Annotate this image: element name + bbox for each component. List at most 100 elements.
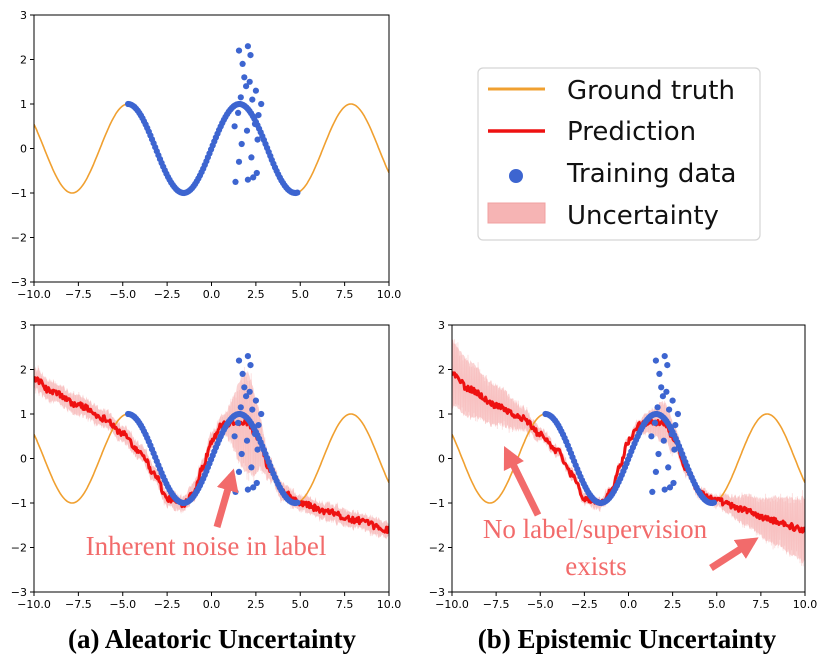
training-point xyxy=(232,488,239,495)
training-point xyxy=(243,437,251,444)
y-tick-label: 0 xyxy=(438,453,445,466)
annotation-aleatoric: Inherent noise in label xyxy=(86,468,326,561)
caption-epistemic: (b) Epistemic Uncertainty xyxy=(478,624,777,654)
uncertainty-jitter xyxy=(34,365,389,538)
training-point xyxy=(241,74,248,81)
x-tick-label: 7.5 xyxy=(336,598,354,611)
training-point xyxy=(250,174,257,181)
legend: Ground truth Prediction Training data Un… xyxy=(477,67,761,241)
prediction-line xyxy=(34,376,389,534)
y-tick-label: −3 xyxy=(11,586,27,599)
annotation-epistemic: No label/supervision exists xyxy=(483,445,759,581)
training-point xyxy=(668,430,675,438)
annotation-arrow-epistemic-left xyxy=(503,445,542,517)
training-point xyxy=(235,158,243,165)
x-tick-label: 10.0 xyxy=(377,288,402,301)
y-tick-label: 0 xyxy=(20,143,27,156)
x-tick-label: 7.5 xyxy=(752,598,770,611)
training-point xyxy=(243,393,250,400)
training-point xyxy=(239,60,246,67)
training-point xyxy=(250,484,257,491)
training-point xyxy=(294,189,301,196)
axes: −10.0 −7.5 −5.0 −2.5 0.0 2.5 5.0 7.5 10.0 −3 −2 −1 0… xyxy=(429,319,817,611)
training-point xyxy=(243,83,250,90)
training-point xyxy=(674,410,682,418)
y-tick-label: 2 xyxy=(438,364,445,377)
training-point xyxy=(671,446,678,453)
x-tick-label: −5.0 xyxy=(109,598,136,611)
training-point xyxy=(253,479,260,487)
x-tick-label: −2.5 xyxy=(571,598,598,611)
plot-aleatoric: −10.0 −7.5 −5.0 −2.5 0.0 2.5 5.0 7.5 10.0 −3 −2 −1 0… xyxy=(11,319,401,611)
x-tick-label: 2.5 xyxy=(247,288,265,301)
annotation-text-epistemic-line1: No label/supervision xyxy=(483,514,708,544)
x-tick-label: 0.0 xyxy=(620,598,638,611)
training-point xyxy=(258,410,265,418)
training-point xyxy=(254,446,261,453)
training-point xyxy=(235,47,243,54)
scatter-layer xyxy=(125,353,301,507)
training-point xyxy=(294,499,301,506)
x-tick-label: 10.0 xyxy=(377,598,402,611)
training-point xyxy=(248,464,255,471)
training-point xyxy=(232,178,239,185)
x-tick-label: 0.0 xyxy=(203,288,221,301)
caption-aleatoric: (a) Aleatoric Uncertainty xyxy=(68,624,356,654)
plot-ground-truth: −10.0 −7.5 −5.0 −2.5 0.0 2.5 5.0 7.5 10.0 −3 −2 −1 0… xyxy=(11,9,401,301)
legend-label-uncertainty: Uncertainty xyxy=(567,201,719,231)
training-point xyxy=(661,353,668,360)
annotation-arrow-aleatoric xyxy=(213,468,239,528)
training-point xyxy=(664,362,671,369)
y-tick-label: −3 xyxy=(11,276,27,289)
training-point xyxy=(244,486,251,493)
training-point xyxy=(237,94,244,101)
training-point xyxy=(252,397,259,404)
training-point xyxy=(656,370,663,377)
training-point xyxy=(659,393,667,400)
legend-label-prediction: Prediction xyxy=(567,117,696,147)
x-tick-label: 10.0 xyxy=(793,598,818,611)
x-tick-label: −5.0 xyxy=(527,598,554,611)
training-point xyxy=(652,468,660,475)
y-tick-label: 3 xyxy=(20,319,27,332)
x-tick-label: 5.0 xyxy=(708,598,726,611)
axes: −10.0 −7.5 −5.0 −2.5 0.0 2.5 5.0 7.5 10.0 −3 −2 −1 0… xyxy=(11,9,401,301)
training-point xyxy=(253,169,260,177)
training-point xyxy=(247,362,254,369)
training-point xyxy=(231,433,238,440)
training-point xyxy=(246,78,253,85)
legend-label-training-data: Training data xyxy=(566,159,736,189)
training-point xyxy=(235,419,242,426)
plot-epistemic: −10.0 −7.5 −5.0 −2.5 0.0 2.5 5.0 7.5 10.0 −3 −2 −1 0… xyxy=(429,319,817,611)
uncertainty-band xyxy=(452,339,805,564)
y-tick-label: 3 xyxy=(438,319,445,332)
prediction-line xyxy=(452,371,805,534)
axes: −10.0 −7.5 −5.0 −2.5 0.0 2.5 5.0 7.5 10.0 −3 −2 −1 0… xyxy=(11,319,401,611)
x-tick-label: −10.0 xyxy=(17,288,51,301)
y-tick-label: −2 xyxy=(11,542,27,555)
training-point xyxy=(252,87,259,94)
x-tick-label: 2.5 xyxy=(247,598,265,611)
legend-swatch-uncertainty xyxy=(487,202,546,224)
x-tick-label: 2.5 xyxy=(664,598,682,611)
y-tick-label: −2 xyxy=(11,232,27,245)
y-tick-label: 2 xyxy=(20,364,27,377)
training-point xyxy=(661,486,668,493)
x-tick-label: 5.0 xyxy=(292,288,310,301)
training-point xyxy=(669,397,676,404)
training-point xyxy=(710,499,718,506)
x-tick-label: 5.0 xyxy=(292,598,310,611)
x-tick-label: −7.5 xyxy=(65,598,92,611)
x-tick-label: −2.5 xyxy=(154,598,181,611)
y-tick-label: 1 xyxy=(20,408,27,421)
training-point xyxy=(244,353,251,360)
x-tick-label: −7.5 xyxy=(483,598,510,611)
x-tick-label: −10.0 xyxy=(17,598,51,611)
training-point xyxy=(244,43,251,50)
training-point xyxy=(239,370,246,377)
training-point xyxy=(251,430,259,438)
y-tick-label: 1 xyxy=(20,98,27,111)
legend-label-ground-truth: Ground truth xyxy=(567,76,735,106)
training-point xyxy=(235,468,243,475)
